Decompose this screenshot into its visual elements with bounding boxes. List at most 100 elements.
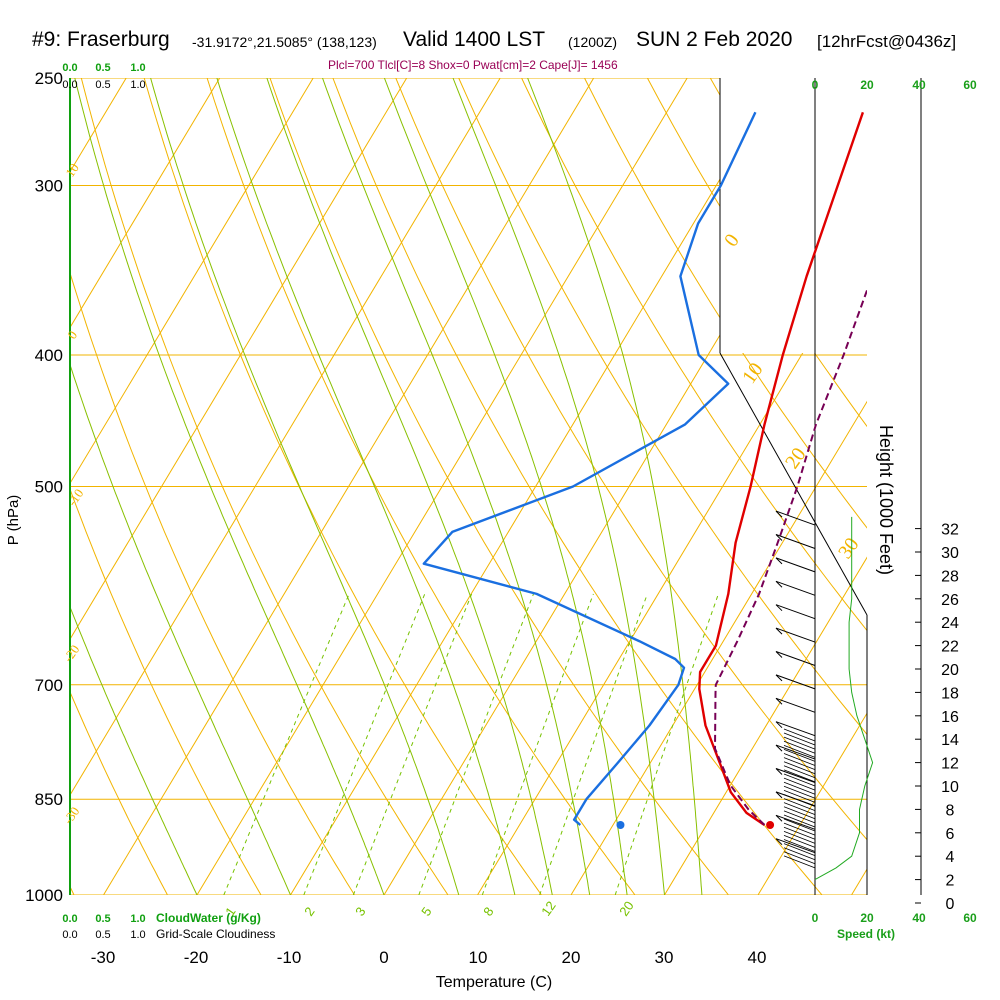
isotherm-line [70, 78, 221, 329]
height-tick-label: 18 [941, 685, 959, 702]
temperature-tick-label: 10 [469, 948, 488, 967]
height-tick-label: 4 [946, 849, 955, 866]
wind-barb-low [783, 728, 816, 742]
pressure-tick-label: 400 [35, 346, 63, 365]
wind-barb-flag [775, 674, 783, 682]
height-tick-label: 16 [941, 709, 959, 726]
moist-adiabat [216, 78, 516, 895]
dry-adiabat [70, 690, 168, 895]
wind-barb-low [783, 744, 816, 758]
moist-adiabat [527, 78, 703, 895]
pressure-tick-label: 300 [35, 176, 63, 195]
isotherm-line [70, 78, 314, 485]
isotherm-label: 30 [834, 534, 863, 563]
wind-barb [775, 768, 816, 783]
height-tick-label: 10 [941, 779, 959, 796]
isotherm-line [70, 78, 501, 796]
isotherm-line [477, 244, 867, 895]
wind-barb-low [783, 773, 816, 787]
sounding-indices: Plcl=700 Tlcl[C]=8 Shox=0 Pwat[cm]=2 Cap… [328, 58, 618, 72]
mixing-ratio-line [303, 593, 426, 895]
height-tick-label: 6 [946, 826, 955, 843]
speed-bottom-tick: 0 [812, 911, 819, 925]
mixing-ratio-line [223, 593, 350, 895]
wind-barb-low [783, 830, 816, 844]
forecast-date: SUN 2 Feb 2020 [636, 28, 793, 51]
wind-barb-low [783, 835, 816, 848]
wind-panel-boundary [719, 352, 868, 616]
station-coords: -31.9172°,21.5085° (138,123) [192, 34, 377, 50]
wind-barb-low [783, 769, 816, 783]
isotherm-line [570, 400, 867, 895]
wind-barb [775, 580, 816, 596]
wind-barb-flag [775, 744, 783, 752]
mixing-ratio-line [418, 593, 534, 895]
wind-barb-flag [775, 814, 783, 822]
wind-barb [775, 604, 816, 620]
isotherm-line [70, 78, 408, 641]
speed-top-tick: 40 [912, 78, 926, 92]
wind-barb-low [783, 781, 816, 795]
wind-barb-flag [775, 627, 783, 635]
wind-barb-low [783, 757, 816, 770]
isotherm-line [196, 78, 688, 895]
forecast-run: [12hrFcst@0436z] [817, 32, 957, 51]
wind-barb-low [783, 810, 816, 824]
cloudiness-bottom-tick: 1.0 [130, 929, 145, 941]
wind-barb-flag [775, 697, 783, 705]
wind-barb-low [783, 749, 816, 762]
wind-barb-low [783, 732, 816, 746]
isotherm-line [103, 78, 595, 895]
cloudiness-top-tick: 1.0 [130, 79, 145, 91]
isotherm-line [757, 712, 867, 895]
isotherm-label: 0 [64, 328, 80, 342]
speed-top-tick: 0 [812, 78, 819, 92]
wind-barb [775, 838, 816, 854]
wind-barb-flag [775, 768, 783, 775]
cloudwater-top-tick: 1.0 [130, 62, 145, 74]
height-tick-label: 20 [941, 662, 959, 679]
height-tick-label: 26 [941, 592, 959, 609]
cloudwater-axis-label: CloudWater (g/Kg) [156, 911, 261, 925]
wind-barb-flag [775, 580, 783, 588]
wind-speed-profile [814, 516, 874, 881]
moist-adiabat [383, 78, 628, 895]
temperature-tick-label: 20 [562, 948, 581, 967]
isotherm-label: -20 [60, 642, 82, 665]
dry-adiabat [458, 78, 867, 736]
wind-barb-flag [775, 838, 783, 846]
wind-barb-low [783, 826, 816, 840]
height-tick-label: 12 [941, 756, 959, 773]
dry-adiabat [80, 78, 449, 895]
dry-adiabat [70, 487, 262, 895]
dry-adiabat [395, 78, 867, 841]
pressure-tick-label: 1000 [25, 886, 63, 905]
wind-barb [775, 627, 816, 643]
wind-barb-flag [775, 604, 783, 612]
cloudiness-bottom-tick: 0.0 [62, 929, 77, 941]
wind-barb [775, 721, 816, 737]
wind-barb-low [783, 855, 816, 869]
height-tick-label: 24 [941, 615, 959, 632]
wind-barb-low [783, 847, 816, 861]
wind-barb-low [783, 765, 816, 779]
mixing-ratio-line [481, 593, 594, 895]
cloudwater-top-tick: 0.5 [95, 62, 110, 74]
wind-barb-flag [775, 557, 783, 565]
dry-adiabat [332, 78, 823, 895]
moist-adiabat [150, 78, 460, 895]
wind-barb-low [783, 777, 816, 791]
wind-barb-low [783, 753, 816, 766]
wind-barb [775, 674, 816, 690]
wind-barb-low [783, 814, 816, 828]
pressure-tick-label: 700 [35, 676, 63, 695]
isotherm-line [0, 78, 33, 895]
height-tick-label: 22 [941, 639, 959, 656]
wind-barb-low [783, 798, 816, 811]
temperature-tick-label: 40 [748, 948, 767, 967]
pressure-axis-label: P (hPa) [5, 495, 22, 546]
pressure-tick-label: 850 [35, 790, 63, 809]
wind-barb-flag [775, 510, 783, 518]
cloudiness-bottom-tick: 0.5 [95, 929, 110, 941]
valid-time: Valid 1400 LST [403, 28, 546, 51]
